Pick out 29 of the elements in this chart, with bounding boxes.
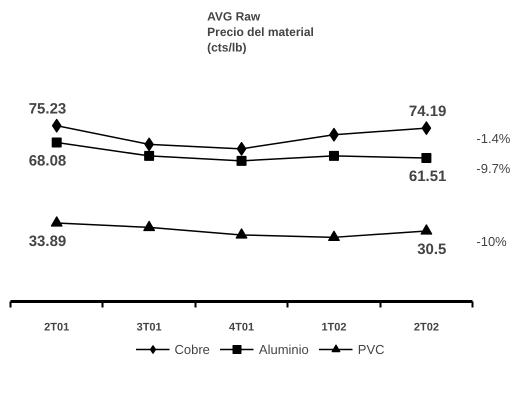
data-label: 75.23 [28,100,66,118]
x-tick-label: 3T01 [136,322,162,334]
point [52,118,62,133]
point [236,228,248,239]
text: -1.4% [476,131,511,146]
data-label: 61.51 [408,168,446,185]
point [236,156,247,166]
x-tick-label: 4T01 [229,322,254,334]
x-tick-label: 2T02 [414,322,439,334]
data-label: 68.08 [28,152,66,170]
point [50,216,63,227]
point [420,224,432,235]
legend-label: Cobre [174,342,210,356]
data-label: 74.19 [408,103,446,120]
point [421,152,432,163]
point [143,220,156,232]
legend-label: PVC [358,342,385,356]
point [144,150,154,161]
chart-title: AVG Raw Precio del material (cts/lb) [207,10,314,54]
data-label: 30.5 [417,240,446,258]
point [328,230,340,241]
point [328,150,339,161]
point [52,138,62,148]
data-label: 33.89 [28,232,66,250]
text: -10% [476,234,508,249]
x-tick-label: 1T02 [321,322,347,334]
legend-label: Aluminio [258,342,309,356]
text: -9.7% [476,160,511,176]
x-tick-label: 2T01 [44,322,70,334]
